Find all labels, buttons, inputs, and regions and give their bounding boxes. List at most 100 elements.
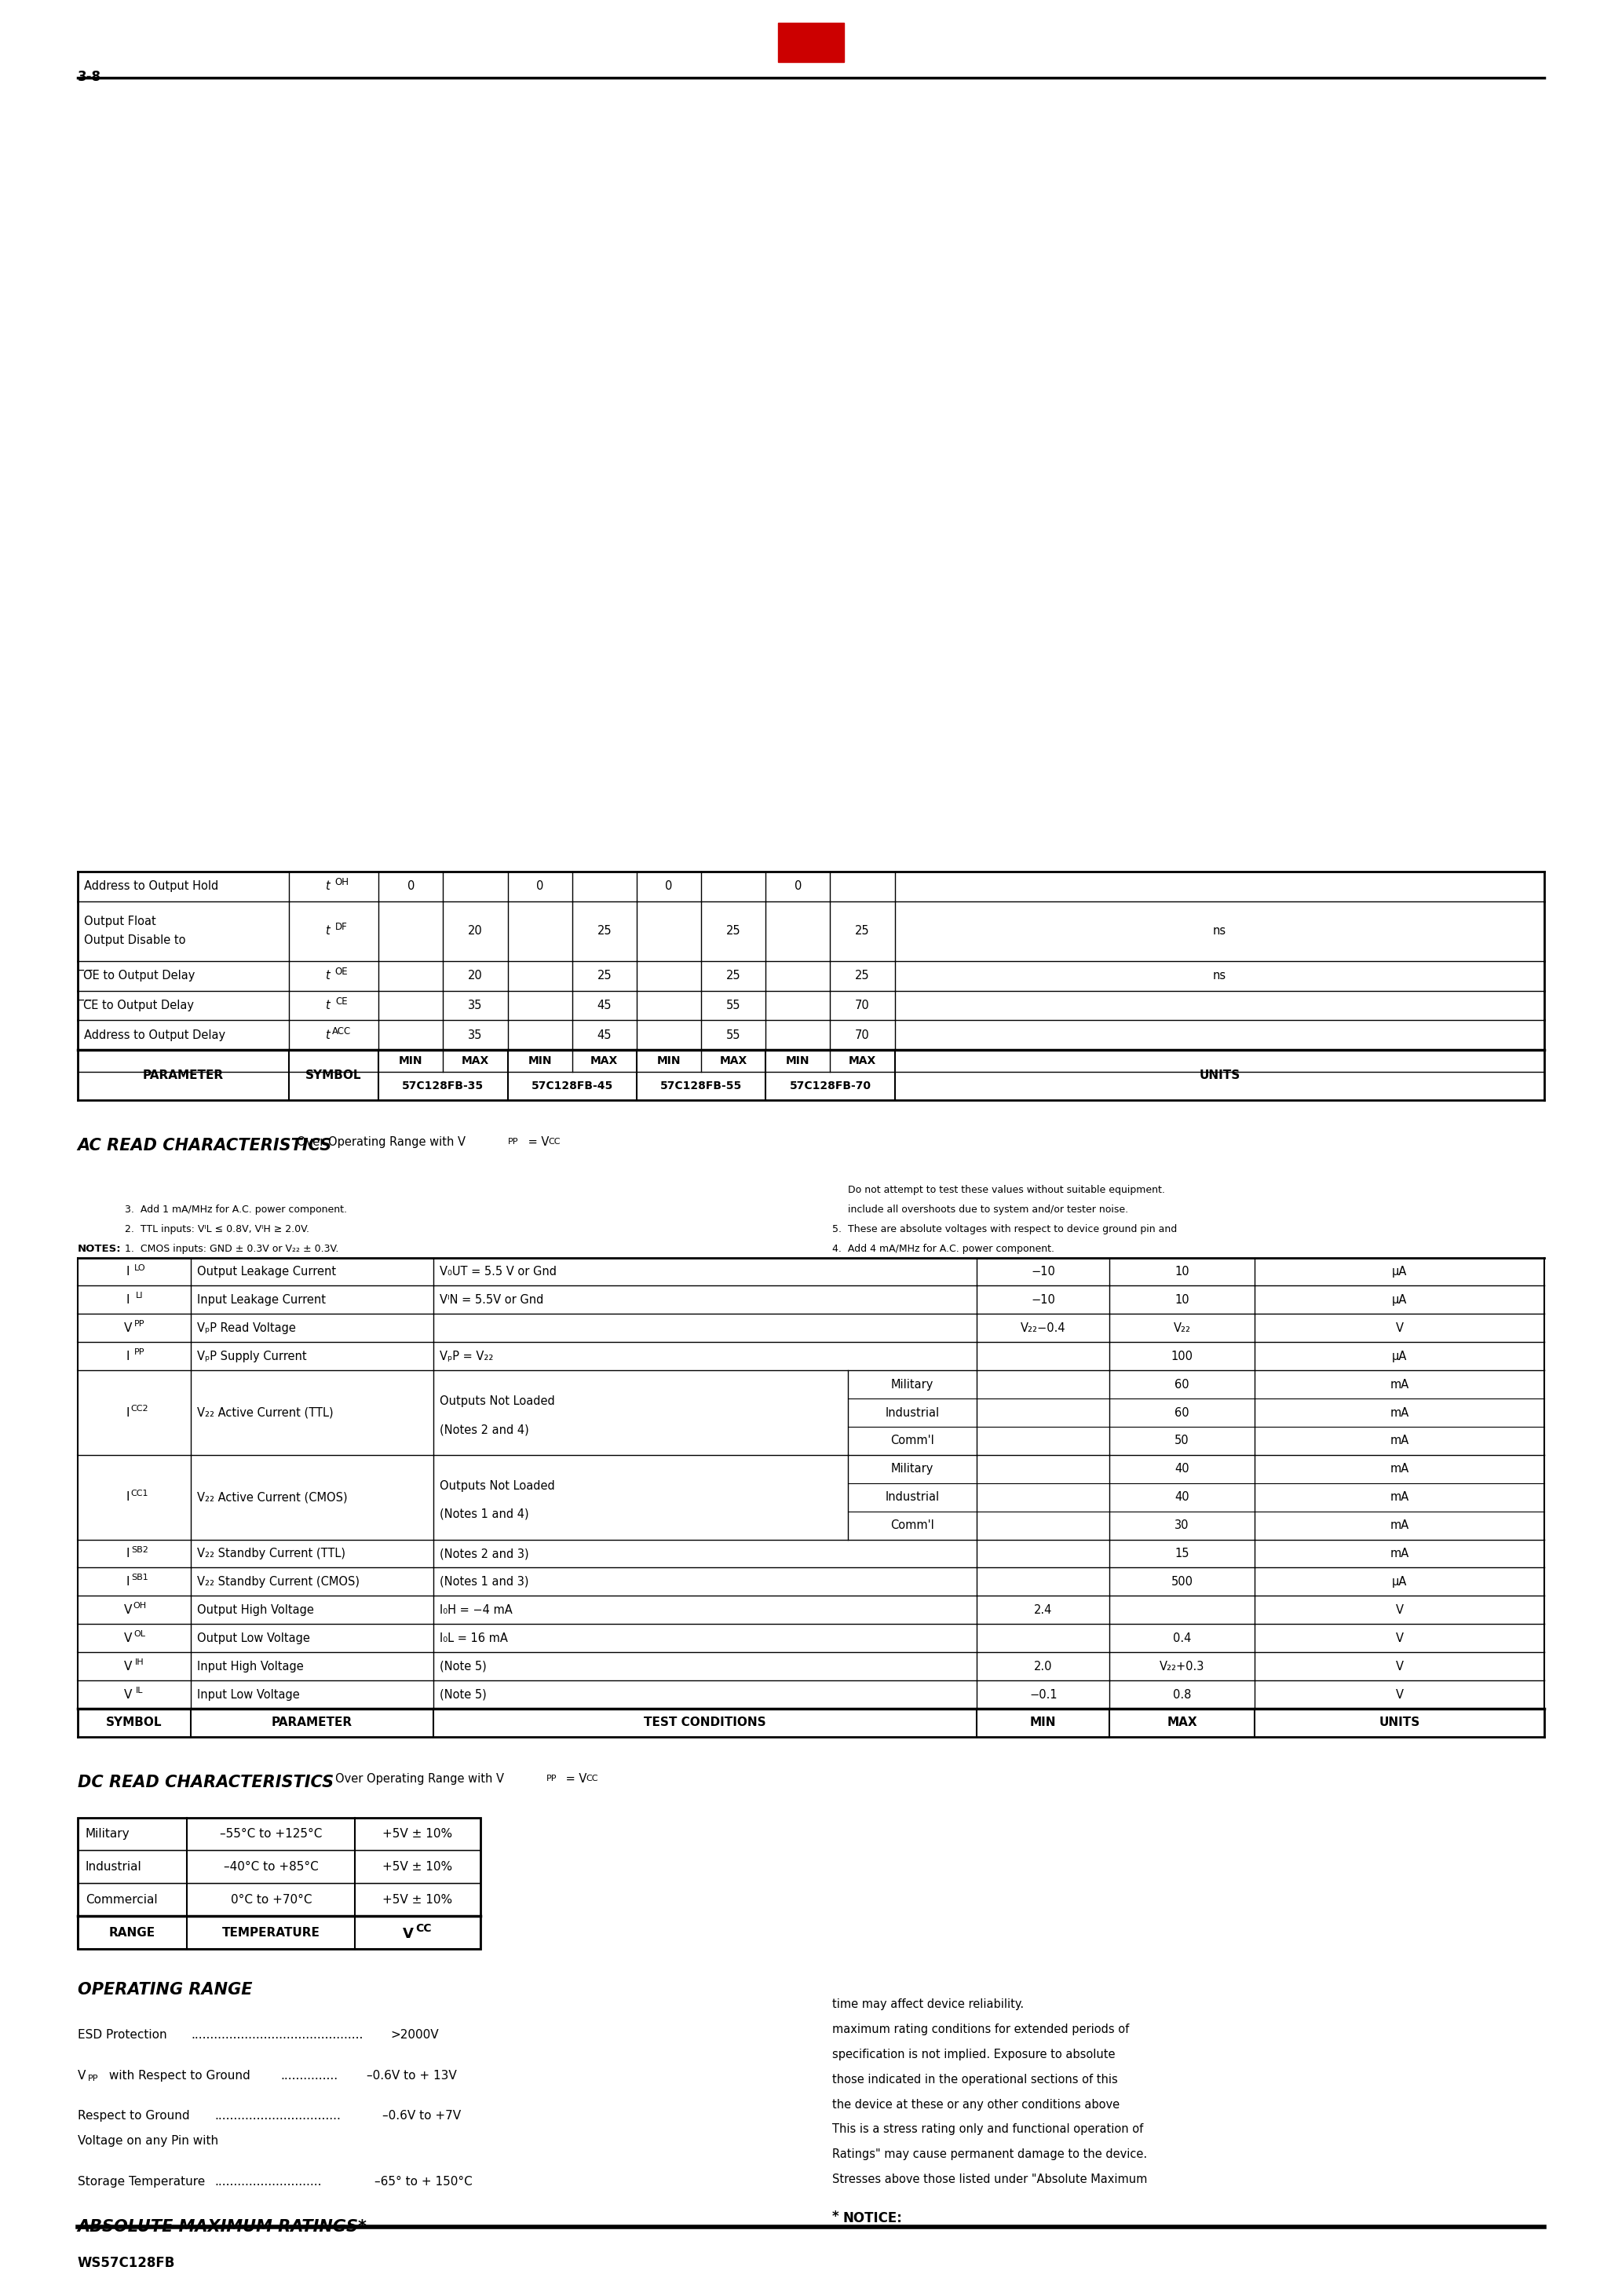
- Text: mA: mA: [1390, 1407, 1410, 1419]
- Text: V₂₂+0.3: V₂₂+0.3: [1160, 1660, 1205, 1671]
- Text: (Notes 2 and 4): (Notes 2 and 4): [440, 1424, 529, 1435]
- Text: −10: −10: [1032, 1265, 1056, 1277]
- Text: 57C128FB-70: 57C128FB-70: [790, 1081, 871, 1091]
- Text: LO: LO: [135, 1263, 146, 1272]
- Text: V: V: [1395, 1660, 1403, 1671]
- Text: the device at these or any other conditions above: the device at these or any other conditi…: [832, 2099, 1119, 2110]
- Text: ESD Protection: ESD Protection: [78, 2030, 167, 2041]
- Text: LI: LI: [136, 1293, 143, 1300]
- Text: 25: 25: [597, 925, 611, 937]
- Bar: [78, 1818, 480, 1851]
- Text: NOTICE:: NOTICE:: [843, 2211, 902, 2225]
- Text: ns: ns: [1213, 969, 1226, 983]
- Text: 40: 40: [1174, 1463, 1189, 1474]
- Text: 0: 0: [665, 882, 673, 893]
- Text: Address to Output Hold: Address to Output Hold: [84, 882, 219, 893]
- Text: ACC: ACC: [333, 1026, 350, 1035]
- Text: 57C128FB-45: 57C128FB-45: [530, 1081, 613, 1091]
- Text: I: I: [127, 1350, 130, 1362]
- Text: 57C128FB-55: 57C128FB-55: [660, 1081, 741, 1091]
- Text: PP: PP: [547, 1775, 558, 1782]
- Text: Input Low Voltage: Input Low Voltage: [198, 1688, 300, 1701]
- Text: 3-8: 3-8: [78, 69, 101, 85]
- Text: VₚP Supply Current: VₚP Supply Current: [198, 1350, 307, 1362]
- Text: Industrial: Industrial: [886, 1492, 939, 1504]
- Text: UNITS: UNITS: [1199, 1070, 1241, 1081]
- Text: 30: 30: [1174, 1520, 1189, 1531]
- Bar: [78, 1883, 480, 1917]
- Text: 3.  Add 1 mA/MHz for A.C. power component.: 3. Add 1 mA/MHz for A.C. power component…: [125, 1205, 347, 1215]
- Text: 70: 70: [855, 999, 869, 1010]
- Text: Voltage on any Pin with: Voltage on any Pin with: [78, 2135, 219, 2147]
- Text: –0.6V to + 13V: –0.6V to + 13V: [367, 2069, 457, 2082]
- Text: I: I: [127, 1295, 130, 1306]
- Text: 2.4: 2.4: [1035, 1605, 1053, 1616]
- Text: CC2: CC2: [131, 1405, 149, 1412]
- Bar: [78, 1851, 480, 1883]
- Text: V: V: [123, 1660, 131, 1671]
- Text: I₀H = −4 mA: I₀H = −4 mA: [440, 1605, 513, 1616]
- Text: +5V ± 10%: +5V ± 10%: [383, 1894, 453, 1906]
- Text: VₚP = V₂₂: VₚP = V₂₂: [440, 1350, 493, 1362]
- Text: Commercial: Commercial: [86, 1894, 157, 1906]
- Text: 2.0: 2.0: [1033, 1660, 1053, 1671]
- Text: 60: 60: [1174, 1378, 1189, 1391]
- Text: PP: PP: [88, 2073, 99, 2082]
- Text: MAX: MAX: [720, 1056, 748, 1068]
- Text: Military: Military: [890, 1378, 934, 1391]
- Text: DC READ CHARACTERISTICS: DC READ CHARACTERISTICS: [78, 1775, 334, 1791]
- Text: mA: mA: [1390, 1435, 1410, 1446]
- Text: Over Operating Range with V: Over Operating Range with V: [297, 1137, 466, 1148]
- Text: I: I: [127, 1407, 130, 1419]
- Text: V₂₂ Active Current (CMOS): V₂₂ Active Current (CMOS): [198, 1492, 347, 1504]
- Polygon shape: [779, 23, 843, 62]
- Text: CE: CE: [336, 996, 347, 1006]
- Text: VₚP Read Voltage: VₚP Read Voltage: [198, 1322, 295, 1334]
- Text: SYMBOL: SYMBOL: [305, 1070, 362, 1081]
- Text: t: t: [324, 1029, 329, 1040]
- Text: 0.8: 0.8: [1173, 1688, 1191, 1701]
- Text: those indicated in the operational sections of this: those indicated in the operational secti…: [832, 2073, 1118, 2085]
- Text: V₂₂−0.4: V₂₂−0.4: [1020, 1322, 1066, 1334]
- Text: V: V: [123, 1322, 131, 1334]
- Text: V₀UT = 5.5 V or Gnd: V₀UT = 5.5 V or Gnd: [440, 1265, 556, 1277]
- Text: VᴵN = 5.5V or Gnd: VᴵN = 5.5V or Gnd: [440, 1295, 543, 1306]
- Text: IL: IL: [136, 1688, 143, 1694]
- Text: −10: −10: [1032, 1295, 1056, 1306]
- Text: (Notes 2 and 3): (Notes 2 and 3): [440, 1548, 529, 1559]
- Text: 25: 25: [727, 969, 741, 983]
- Text: PP: PP: [135, 1320, 144, 1327]
- Text: μA: μA: [1392, 1575, 1406, 1587]
- Text: V₂₂: V₂₂: [1173, 1322, 1191, 1334]
- Text: MIN: MIN: [399, 1056, 423, 1068]
- Text: MIN: MIN: [527, 1056, 551, 1068]
- Text: Storage Temperature: Storage Temperature: [78, 2177, 204, 2188]
- Text: time may affect device reliability.: time may affect device reliability.: [832, 1998, 1023, 2009]
- Text: Input Leakage Current: Input Leakage Current: [198, 1295, 326, 1306]
- Text: include all overshoots due to system and/or tester noise.: include all overshoots due to system and…: [832, 1205, 1129, 1215]
- Text: (Notes 1 and 3): (Notes 1 and 3): [440, 1575, 529, 1587]
- Text: 500: 500: [1171, 1575, 1194, 1587]
- Text: μA: μA: [1392, 1265, 1406, 1277]
- Text: maximum rating conditions for extended periods of: maximum rating conditions for extended p…: [832, 2023, 1129, 2034]
- Text: with Respect to Ground: with Respect to Ground: [105, 2069, 250, 2082]
- Text: ABSOLUTE MAXIMUM RATINGS*: ABSOLUTE MAXIMUM RATINGS*: [78, 2220, 367, 2234]
- Text: 40: 40: [1174, 1492, 1189, 1504]
- Text: Respect to Ground: Respect to Ground: [78, 2110, 190, 2122]
- Text: MAX: MAX: [462, 1056, 490, 1068]
- Text: Industrial: Industrial: [86, 1860, 141, 1874]
- Text: 35: 35: [469, 1029, 483, 1040]
- Text: 25: 25: [855, 925, 869, 937]
- Text: −0.1: −0.1: [1030, 1688, 1058, 1701]
- Text: t: t: [324, 925, 329, 937]
- Text: Industrial: Industrial: [886, 1407, 939, 1419]
- Text: –55°C to +125°C: –55°C to +125°C: [221, 1828, 323, 1839]
- Text: 0: 0: [795, 882, 801, 893]
- Text: 45: 45: [597, 1029, 611, 1040]
- Text: mA: mA: [1390, 1548, 1410, 1559]
- Text: –65° to + 150°C: –65° to + 150°C: [375, 2177, 472, 2188]
- Text: t: t: [324, 882, 329, 893]
- Text: Input High Voltage: Input High Voltage: [198, 1660, 303, 1671]
- Text: MIN: MIN: [1030, 1717, 1056, 1729]
- Text: Ratings" may cause permanent damage to the device.: Ratings" may cause permanent damage to t…: [832, 2149, 1147, 2161]
